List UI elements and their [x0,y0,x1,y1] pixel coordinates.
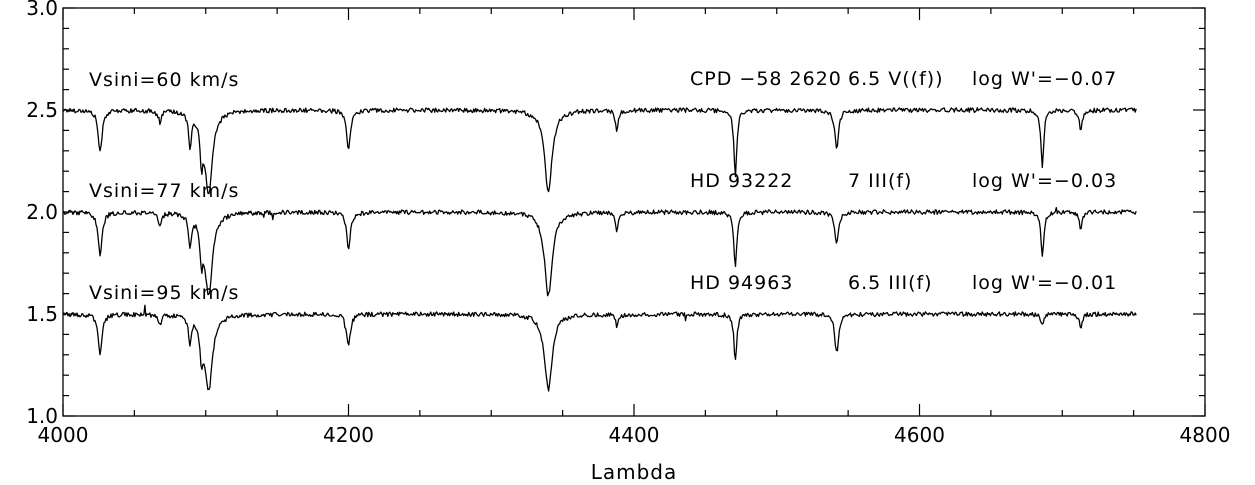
type-label: 7 III(f) [848,170,912,192]
y-tick-label: 3.0 [26,0,58,20]
spectrum-line [62,206,1137,297]
y-tick-label: 2.5 [26,98,58,122]
type-label: 6.5 III(f) [848,272,933,294]
logw-label: log W'=−0.07 [972,68,1117,90]
star-label: CPD −58 2620 [690,68,842,90]
vsini-label: Vsini=95 km/s [89,282,239,304]
y-tick-label: 1.0 [26,404,58,428]
vsini-label: Vsini=60 km/s [89,69,239,91]
x-tick-label: 4200 [323,423,374,447]
spectrum-line [62,304,1137,392]
logw-label: log W'=−0.01 [972,272,1117,294]
vsini-label: Vsini=77 km/s [89,180,239,202]
logw-label: log W'=−0.03 [972,170,1117,192]
spectrum-line [62,107,1137,195]
x-tick-label: 4600 [894,423,945,447]
y-tick-label: 2.0 [26,200,58,224]
x-tick-label: 4800 [1180,423,1231,447]
axis-ticks [62,7,1206,417]
x-tick-label: 4400 [609,423,660,447]
type-label: 6.5 V((f)) [848,68,944,90]
x-axis-title: Lambda [591,460,678,484]
x-tick-label: 4000 [38,423,89,447]
axis-tick-labels: 4000 4200 4400 4600 4800 1.0 1.5 2.0 2.5 3.0 [26,0,1230,447]
y-tick-label: 1.5 [26,302,58,326]
annotations-group: Vsini=60 km/s CPD −58 2620 6.5 V((f)) log W… [89,68,1117,304]
star-label: HD 93222 [690,170,793,192]
spectra-group [62,107,1137,392]
star-label: HD 94963 [690,272,793,294]
